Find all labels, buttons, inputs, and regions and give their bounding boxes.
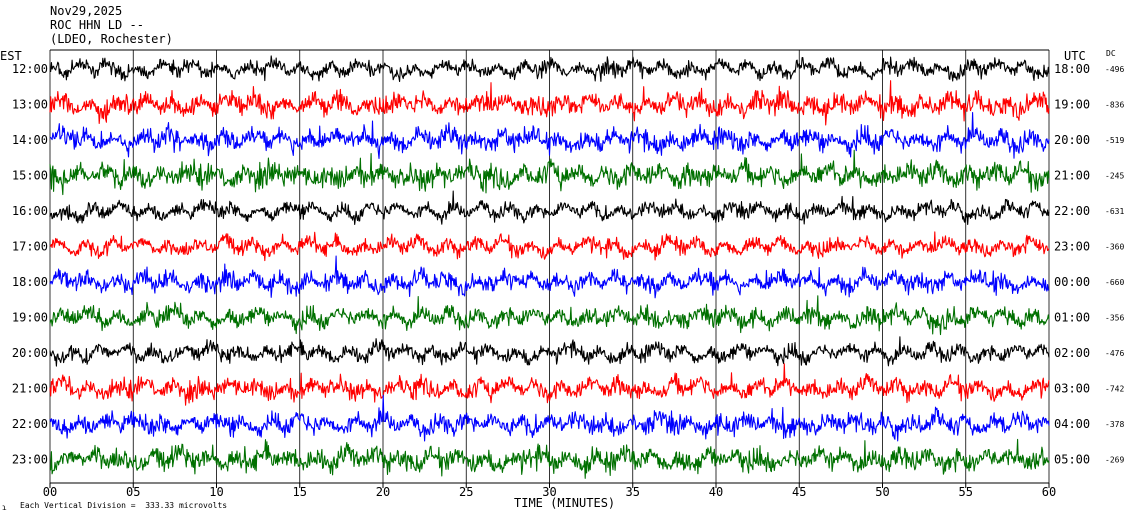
est-hour-label: 16:00 — [12, 204, 48, 218]
est-hour-label: 18:00 — [12, 275, 48, 289]
x-tick-label: 40 — [709, 485, 723, 499]
x-tick-label: 35 — [626, 485, 640, 499]
utc-hour-label: 02:00 — [1054, 346, 1090, 360]
dc-offset-value: -496 — [1105, 65, 1124, 74]
est-hour-label: 19:00 — [12, 311, 48, 325]
seismic-trace — [49, 80, 1050, 126]
est-hour-label: 21:00 — [12, 382, 48, 396]
seismic-trace — [49, 112, 1050, 160]
seismic-trace — [49, 231, 1050, 262]
est-hour-label: 14:00 — [12, 133, 48, 147]
left-timezone-label: EST — [0, 49, 22, 63]
est-hour-label: 17:00 — [12, 240, 48, 254]
footer-mark: ɿ — [2, 503, 7, 512]
scale-note: Each Vertical Division = 333.33 microvol… — [20, 501, 228, 510]
est-hour-label: 13:00 — [12, 98, 48, 112]
seismic-trace — [49, 438, 1050, 479]
dc-offset-value: -360 — [1105, 243, 1124, 252]
x-tick-label: 45 — [792, 485, 806, 499]
x-tick-label: 20 — [376, 485, 390, 499]
seismic-trace — [49, 363, 1050, 406]
x-tick-label: 15 — [293, 485, 307, 499]
seismic-trace — [49, 149, 1050, 196]
utc-hour-label: 19:00 — [1054, 98, 1090, 112]
utc-hour-label: 23:00 — [1054, 240, 1090, 254]
x-tick-label: 60 — [1042, 485, 1056, 499]
right-timezone-label: UTC — [1064, 49, 1086, 63]
network-name: (LDEO, Rochester) — [50, 32, 173, 46]
chart-date: Nov29,2025 — [50, 4, 123, 18]
x-tick-label: 05 — [126, 485, 140, 499]
seismic-trace — [49, 190, 1050, 226]
est-hour-label: 15:00 — [12, 169, 48, 183]
est-hour-label: 23:00 — [12, 453, 48, 467]
dc-offset-value: -245 — [1105, 172, 1124, 181]
x-tick-label: 30 — [542, 485, 556, 499]
seismic-trace — [49, 336, 1050, 367]
est-hour-label: 12:00 — [12, 62, 48, 76]
dc-offset-value: -660 — [1105, 278, 1124, 287]
x-tick-label: 55 — [959, 485, 973, 499]
seismic-trace — [49, 55, 1050, 83]
dc-offset-value: -631 — [1105, 207, 1124, 216]
dc-offset-value: -269 — [1105, 456, 1124, 465]
dc-offset-value: -356 — [1105, 314, 1124, 323]
utc-hour-label: 22:00 — [1054, 204, 1090, 218]
utc-hour-label: 21:00 — [1054, 169, 1090, 183]
utc-hour-label: 18:00 — [1054, 62, 1090, 76]
dc-offset-value: -519 — [1105, 136, 1124, 145]
utc-hour-label: 03:00 — [1054, 382, 1090, 396]
dc-offset-value: -476 — [1105, 349, 1124, 358]
x-axis-title: TIME (MINUTES) — [514, 496, 616, 510]
utc-hour-label: 00:00 — [1054, 275, 1090, 289]
utc-hour-label: 01:00 — [1054, 311, 1090, 325]
dc-offset-header: DC — [1106, 49, 1116, 58]
seismic-trace — [49, 255, 1050, 299]
dc-offset-value: -836 — [1105, 101, 1124, 110]
x-tick-label: 25 — [459, 485, 473, 499]
x-tick-label: 50 — [875, 485, 889, 499]
seismic-trace — [49, 295, 1050, 336]
x-tick-label: 10 — [209, 485, 223, 499]
est-hour-label: 20:00 — [12, 346, 48, 360]
station-code: ROC HHN LD -- — [50, 18, 144, 32]
utc-hour-label: 04:00 — [1054, 417, 1090, 431]
utc-hour-label: 20:00 — [1054, 133, 1090, 147]
seismic-trace — [49, 394, 1050, 442]
utc-hour-label: 05:00 — [1054, 453, 1090, 467]
dc-offset-value: -378 — [1105, 420, 1124, 429]
dc-offset-value: -742 — [1105, 385, 1124, 394]
est-hour-label: 22:00 — [12, 417, 48, 431]
x-tick-label: 00 — [43, 485, 57, 499]
